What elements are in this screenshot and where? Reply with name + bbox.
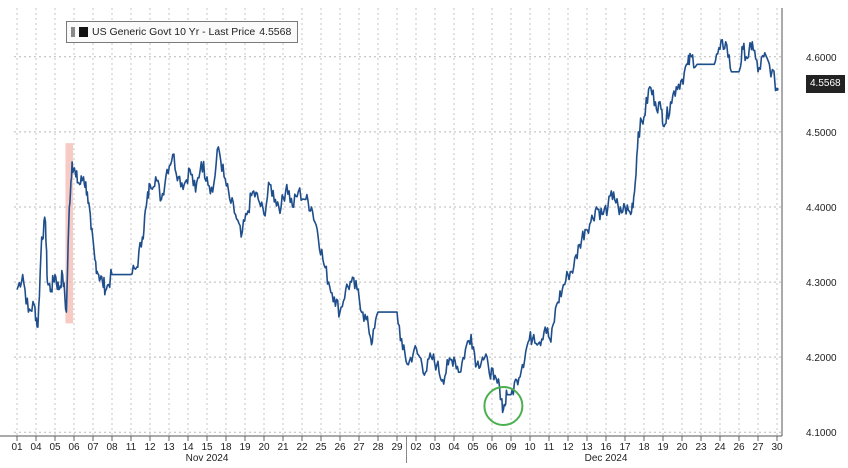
x-tick-label: 22 [296, 442, 308, 453]
y-tick-label: 4.6000 [806, 53, 837, 64]
x-tick-label: 06 [68, 442, 80, 453]
x-tick-label: 11 [126, 442, 137, 453]
y-tick-label: 4.3000 [806, 278, 837, 289]
x-tick-label: 12 [144, 442, 156, 453]
x-tick-label: 29 [391, 442, 403, 453]
x-tick-label: 05 [467, 442, 479, 453]
x-tick-label: 10 [524, 442, 536, 453]
last-point [775, 87, 779, 91]
y-axis: 4.1000 4.2000 4.3000 4.4000 4.5000 4.6000 [781, 8, 837, 439]
x-tick-label: 25 [315, 442, 327, 453]
x-tick-label: 27 [353, 442, 365, 453]
grid [14, 8, 782, 436]
legend-swatch-icon [79, 27, 88, 37]
low-circle-annotation [483, 385, 524, 426]
series-line [16, 39, 778, 414]
month-label: Nov 2024 [186, 453, 229, 463]
x-tick-label: 26 [733, 442, 745, 453]
x-tick-label: 13 [163, 442, 175, 453]
x-tick-label: 09 [505, 442, 517, 453]
x-tick-label: 14 [182, 442, 194, 453]
x-tick-label: 11 [544, 442, 555, 453]
x-tick-label: 04 [448, 442, 460, 453]
y-tick-label: 4.5000 [806, 128, 837, 139]
x-tick-label: 20 [258, 442, 270, 453]
legend: US Generic Govt 10 Yr - Last Price 4.556… [66, 21, 299, 43]
x-tick-label: 07 [87, 442, 99, 453]
x-tick-label: 20 [676, 442, 688, 453]
x-tick-label: 15 [201, 442, 213, 453]
x-tick-label: 24 [714, 442, 726, 453]
y-tick-label: 4.2000 [806, 353, 837, 364]
x-tick-label: 30 [771, 442, 783, 453]
x-tick-label: 23 [695, 442, 707, 453]
x-tick-label: 21 [277, 442, 289, 453]
x-tick-label: 17 [619, 442, 631, 453]
x-tick-label: 05 [49, 442, 61, 453]
x-tick-label: 01 [11, 442, 23, 453]
x-tick-label: 12 [562, 442, 574, 453]
y-tick-label: 4.4000 [806, 203, 837, 214]
x-tick-label: 18 [220, 442, 232, 453]
x-tick-label: 08 [106, 442, 118, 453]
y-tick-label: 4.1000 [806, 428, 837, 439]
series-layer [16, 39, 779, 414]
last-price-badge: 4.5568 [806, 75, 845, 93]
legend-value: 4.5568 [259, 26, 292, 38]
x-tick-label: 02 [410, 442, 422, 453]
x-tick-label: 26 [334, 442, 346, 453]
month-label: Dec 2024 [585, 453, 628, 463]
x-tick-label: 27 [752, 442, 764, 453]
x-tick-label: 03 [429, 442, 441, 453]
x-tick-label: 19 [657, 442, 669, 453]
x-tick-label: 18 [638, 442, 650, 453]
x-tick-label: 16 [600, 442, 612, 453]
x-tick-label: 04 [30, 442, 42, 453]
x-axis: 01 04 05 06 07 08 11 12 13 14 15 18 19 20 21 22 25 26 27 28… [0, 435, 783, 464]
x-tick-label: 19 [239, 442, 251, 453]
x-tick-label: 13 [581, 442, 593, 453]
x-tick-label: 06 [486, 442, 498, 453]
x-tick-label: 28 [372, 442, 384, 453]
legend-grip-icon [71, 27, 75, 37]
legend-label: US Generic Govt 10 Yr - Last Price [92, 26, 256, 38]
annotation-layer [483, 385, 524, 426]
